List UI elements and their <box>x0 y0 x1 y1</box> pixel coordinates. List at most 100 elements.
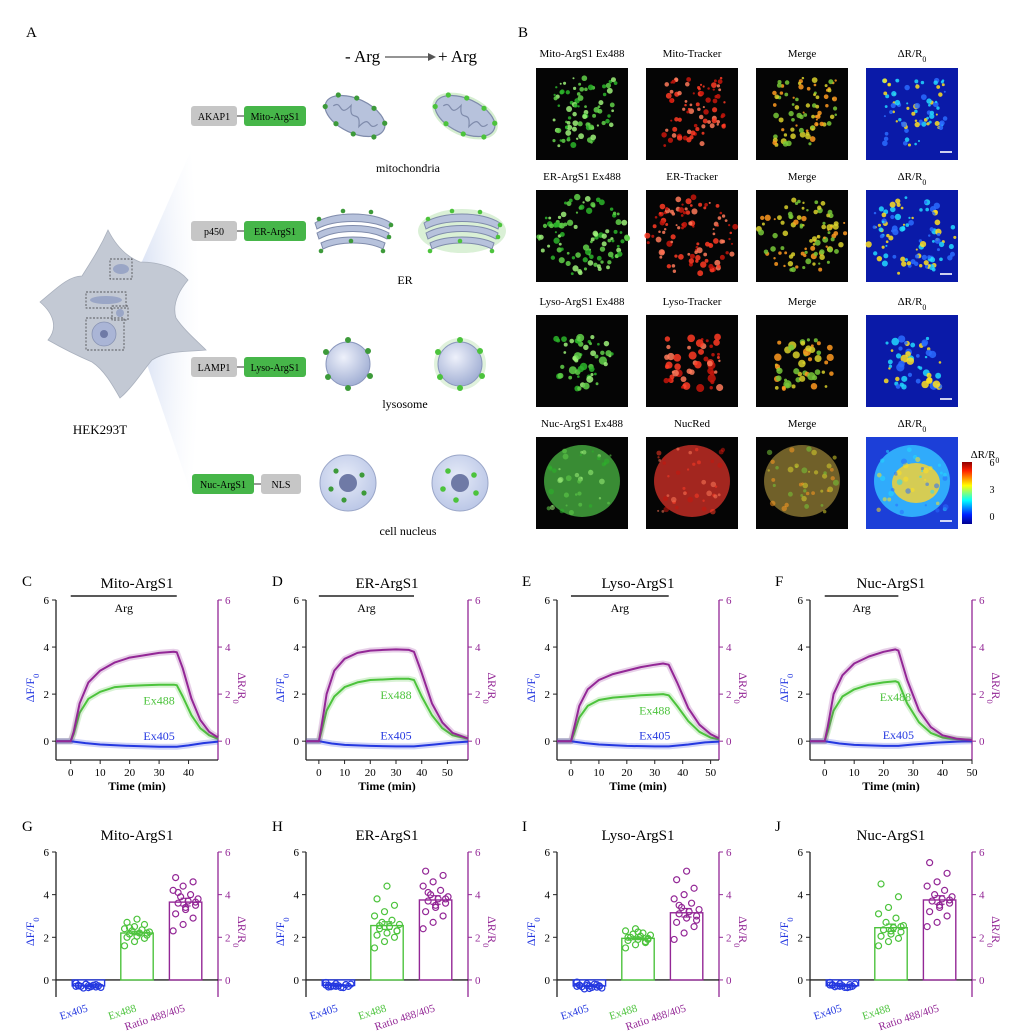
organelle-speckle <box>593 262 598 267</box>
organelle-speckle <box>914 102 921 109</box>
organelle-speckle <box>779 91 784 95</box>
organelle-speckle <box>707 367 714 375</box>
y-axis-label-right: ΔR/R0 <box>985 916 1003 947</box>
organelle-speckle <box>601 233 607 239</box>
organelle-speckle <box>925 207 929 212</box>
organelle-speckle <box>914 142 917 146</box>
organelle-speckle <box>578 133 585 140</box>
x-tick-label: 30 <box>649 767 661 779</box>
organelle-speckle <box>934 219 941 226</box>
organelle-speckle <box>791 103 795 106</box>
organelle-speckle <box>575 211 579 214</box>
organelle-speckle <box>878 206 884 212</box>
nucleus-speckle <box>661 509 665 513</box>
organelle-speckle <box>813 338 818 343</box>
chart-title: ER-ArgS1 <box>355 576 418 592</box>
organelle-speckle <box>777 215 782 221</box>
x-tick-label: 20 <box>878 767 890 779</box>
nucleus-speckle <box>903 476 909 482</box>
organelle-speckle <box>587 260 594 266</box>
organelle-speckle <box>592 113 597 118</box>
organelle-speckle <box>761 222 765 226</box>
nucleus-speckle <box>563 492 569 498</box>
data-point <box>191 901 200 909</box>
organelle-speckle <box>815 104 820 109</box>
data-point <box>673 918 681 926</box>
nucleus-speckle <box>696 460 701 465</box>
series-label-ex488: Ex488 <box>639 704 670 718</box>
organelle-speckle <box>663 377 669 384</box>
x-tick-label: 50 <box>705 767 717 779</box>
y-tick-label-left: 2 <box>44 689 50 701</box>
organelle-speckle <box>698 348 705 355</box>
data-point <box>923 923 931 931</box>
series-label-ex405: Ex405 <box>883 728 914 742</box>
organelle-speckle <box>573 86 577 90</box>
organelle-speckle <box>770 246 776 252</box>
data-point <box>432 901 440 909</box>
sensor-box-nuc <box>192 474 254 494</box>
organelle-speckle <box>678 254 684 260</box>
organelle-speckle <box>809 238 813 243</box>
y-axis-label-right: ΔR/R0 <box>481 916 499 947</box>
organelle-speckle <box>918 119 923 124</box>
organelle-speckle <box>890 214 895 220</box>
series-line-ex488 <box>56 683 219 743</box>
organelle-speckle <box>671 264 676 268</box>
data-point <box>347 980 355 988</box>
y-tick-label-left: 2 <box>545 932 551 944</box>
organelle-speckle <box>827 88 832 93</box>
y-tick-label-right: 0 <box>225 736 231 748</box>
organelle-speckle <box>879 234 884 239</box>
data-point <box>182 903 190 912</box>
organelle-speckle <box>590 237 595 242</box>
organelle-speckle <box>603 362 608 367</box>
organelle-speckle <box>719 254 725 260</box>
data-point <box>882 918 890 926</box>
organelle-speckle <box>538 238 541 241</box>
organelle-speckle <box>556 338 561 343</box>
organelle-speckle <box>687 345 691 350</box>
data-point <box>675 910 683 918</box>
organelle-speckle <box>607 114 611 118</box>
organelle-speckle <box>895 353 902 359</box>
nucleus-speckle <box>548 488 554 495</box>
organelle-speckle <box>926 98 932 104</box>
organelle-speckle <box>894 99 901 106</box>
organelle-speckle <box>685 198 692 205</box>
organelle-speckle <box>673 353 682 362</box>
organelle-speckle <box>904 258 908 262</box>
organelle-speckle <box>821 370 826 374</box>
organelle-speckle <box>658 249 665 256</box>
organelle-speckle <box>563 81 567 85</box>
organelle-speckle <box>895 198 901 204</box>
organelle-speckle <box>571 126 577 132</box>
nucleus-speckle <box>662 496 669 502</box>
organelle-speckle <box>816 350 822 356</box>
cell-er-icon <box>90 296 122 304</box>
organelle-speckle <box>876 255 883 262</box>
organelle-speckle <box>793 368 800 375</box>
organelle-speckle <box>806 338 810 342</box>
organelle-speckle <box>577 95 584 101</box>
cell-zoom-box-4 <box>85 317 125 351</box>
y-axis-label-right: ΔR/R0 <box>732 672 750 703</box>
nucleus-speckle <box>802 482 809 489</box>
sensor-box-lyso <box>244 357 306 377</box>
organelle-speckle <box>566 124 573 131</box>
data-point <box>933 878 941 886</box>
data-point <box>923 882 931 890</box>
organelle-speckle <box>597 110 600 113</box>
organelle-speckle <box>718 359 721 363</box>
organelle-speckle <box>823 236 826 240</box>
organelle-speckle <box>681 226 684 230</box>
x-tick-label: 20 <box>365 767 377 779</box>
organelle-speckle <box>659 255 663 259</box>
data-point <box>385 923 394 931</box>
organelle-speckle <box>908 219 914 226</box>
nucleus-speckle <box>549 505 555 511</box>
organelle-speckle <box>584 105 587 109</box>
organelle-speckle <box>883 115 886 118</box>
nucleus-speckle <box>934 483 940 489</box>
